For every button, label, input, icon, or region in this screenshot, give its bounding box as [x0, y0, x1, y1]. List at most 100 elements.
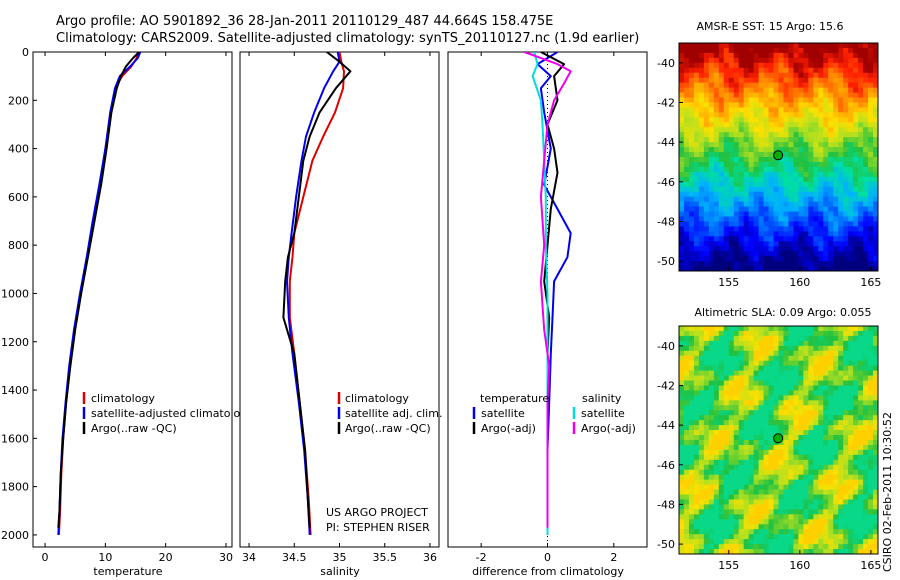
map-cell — [723, 519, 730, 525]
map-cell — [688, 509, 695, 515]
map-cell — [833, 142, 839, 148]
map-cell — [679, 102, 685, 108]
map-cell — [808, 529, 814, 535]
map-cell — [858, 405, 864, 411]
map-cell — [688, 266, 695, 272]
map-cell — [863, 137, 869, 143]
map-cell — [783, 206, 789, 212]
map-cell — [873, 444, 879, 451]
map-cell — [708, 474, 715, 481]
map-cell — [703, 117, 710, 123]
map-cell — [763, 350, 769, 357]
map-cell — [703, 469, 710, 476]
map-cell — [718, 206, 725, 212]
map-cell — [733, 107, 740, 113]
map-cell — [713, 365, 720, 372]
map-cell — [868, 206, 874, 212]
map-cell — [828, 380, 834, 386]
map-cell — [808, 340, 814, 347]
temperature-legend: climatology satellite-adjusted climatolo… — [82, 392, 247, 435]
map-cell — [693, 350, 700, 357]
map-cell — [718, 67, 725, 74]
map-cell — [813, 211, 819, 217]
map-cell — [733, 92, 740, 98]
map-cell — [778, 256, 784, 262]
map-cell — [688, 494, 695, 500]
map-cell — [798, 201, 804, 207]
map-cell — [753, 82, 760, 89]
map-cell — [753, 112, 760, 118]
map-cell — [863, 390, 869, 396]
map-cell — [723, 529, 730, 535]
map-cell — [783, 484, 789, 490]
map-cell — [813, 464, 819, 471]
map-cell — [818, 137, 824, 143]
map-cell — [818, 231, 824, 237]
map-cell — [743, 440, 750, 446]
map-cell — [748, 365, 755, 372]
map-cell — [788, 430, 794, 436]
map-cell — [783, 469, 789, 476]
map-cell — [683, 107, 690, 113]
map-cell — [833, 390, 839, 396]
map-cell — [823, 345, 829, 352]
map-cell — [723, 504, 730, 510]
map-cell — [798, 415, 804, 421]
map-cell — [703, 251, 710, 257]
map-cell — [808, 549, 814, 555]
map-cell — [768, 519, 774, 525]
map-cell — [768, 504, 774, 510]
map-cell — [838, 67, 844, 74]
map-cell — [723, 509, 730, 515]
map-cell — [848, 449, 854, 456]
map-cell — [803, 534, 809, 540]
map-cell — [823, 241, 829, 247]
map-cell — [703, 355, 710, 362]
map-cell — [773, 420, 779, 426]
map-cell — [723, 425, 730, 431]
map-cell — [768, 112, 774, 118]
map-cell — [823, 102, 829, 108]
map-cell — [798, 390, 804, 396]
map-cell — [733, 157, 740, 163]
map-cell — [718, 360, 725, 367]
map-cell — [833, 47, 839, 54]
map-cell — [748, 226, 755, 232]
map-cell — [808, 216, 814, 222]
map-cell — [718, 87, 725, 93]
map-cell — [753, 395, 760, 401]
map-cell — [723, 479, 730, 486]
map-cell — [728, 405, 735, 411]
map-cell — [833, 440, 839, 446]
map-cell — [848, 430, 854, 436]
map-cell — [803, 355, 809, 362]
map-cell — [828, 87, 834, 93]
map-cell — [833, 459, 839, 466]
map-cell — [863, 221, 869, 227]
map-cell — [838, 241, 844, 247]
map-cell — [858, 161, 864, 168]
map-cell — [788, 266, 794, 272]
map-cell — [723, 360, 730, 367]
map-cell — [703, 157, 710, 163]
map-cell — [788, 152, 794, 158]
map-cell — [763, 132, 769, 138]
map-cell — [823, 97, 829, 103]
map-cell — [743, 385, 750, 391]
map-cell — [843, 355, 849, 362]
map-cell — [713, 534, 720, 540]
map-cell — [688, 360, 695, 367]
map-cell — [723, 484, 730, 490]
legend-label-temp-satellite: satellite — [481, 407, 525, 420]
map-cell — [713, 137, 720, 143]
map-cell — [688, 221, 695, 227]
map-cell — [698, 459, 705, 466]
map-cell — [833, 340, 839, 347]
map-cell — [813, 256, 819, 262]
map-cell — [813, 241, 819, 247]
map-cell — [693, 326, 700, 332]
map-cell — [833, 201, 839, 207]
map-cell — [788, 52, 794, 59]
map-cell — [718, 112, 725, 118]
map-cell — [858, 326, 864, 332]
